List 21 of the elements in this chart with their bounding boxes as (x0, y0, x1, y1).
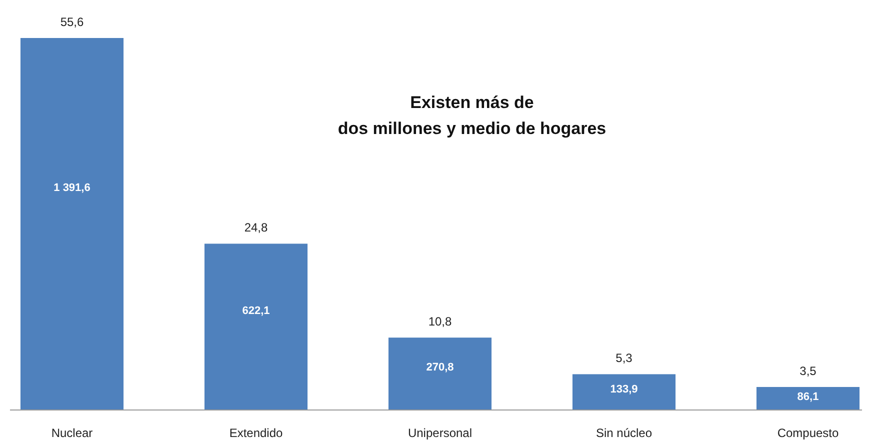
annotation: 24,8 (244, 220, 268, 235)
x-tick-label: Compuesto (777, 426, 840, 440)
annotation: 5,3 (616, 351, 633, 366)
bar (204, 244, 308, 410)
bar (756, 386, 860, 410)
data-label: 133,9 (610, 384, 638, 396)
x-tick-label: Sin núcleo (596, 426, 652, 440)
data-label: 622,1 (242, 305, 270, 318)
bar (572, 374, 676, 410)
x-tick-label: Unipersonal (408, 426, 472, 440)
annotation: Existen más de dos millones y medio de hogares (338, 93, 606, 138)
data-label: 270,8 (426, 362, 454, 374)
data-label: 86,1 (797, 391, 819, 404)
x-tick-label: Extendido (229, 426, 284, 440)
annotation: 3,5 (800, 364, 817, 378)
x-tick-label: Nuclear (51, 426, 93, 440)
annotation: 10,8 (428, 314, 452, 329)
data-label: 1 391,6 (54, 182, 90, 194)
bar (388, 338, 492, 410)
bar (20, 38, 124, 410)
annotation: 55,6 (60, 15, 84, 29)
